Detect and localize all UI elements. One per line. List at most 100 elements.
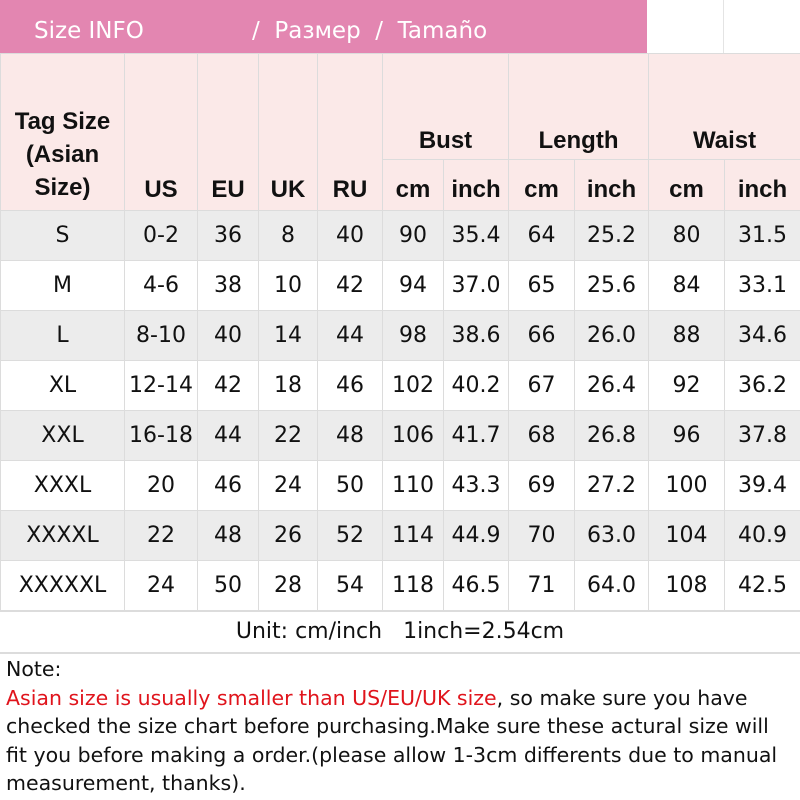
- table-cell: 36: [197, 210, 259, 261]
- table-cell: 18: [258, 360, 318, 411]
- table-cell: 35.4: [443, 210, 509, 261]
- table-cell: 114: [382, 510, 444, 561]
- table-cell: M: [0, 260, 125, 311]
- header-bust: Bust: [382, 53, 509, 160]
- table-cell: 31.5: [724, 210, 800, 261]
- table-cell: 64.0: [573, 560, 650, 611]
- table-row: XL 12-14 42 18 46 102 40.2 67 26.4 92 36.2: [0, 360, 800, 411]
- table-cell: 8-10: [124, 310, 198, 361]
- table-cell: 46: [317, 360, 383, 411]
- table-cell: 26.4: [573, 360, 650, 411]
- table-cell: 44: [317, 310, 383, 361]
- table-cell: 33.1: [724, 260, 800, 311]
- table-cell: 48: [197, 510, 259, 561]
- divider: [723, 0, 724, 53]
- table-cell: 71: [508, 560, 575, 611]
- header-ru: RU: [317, 53, 383, 211]
- table-cell: 44.9: [443, 510, 509, 561]
- table-cell: 52: [317, 510, 383, 561]
- header-uk: UK: [258, 53, 318, 211]
- size-table: Tag Size (Asian Size) US EU UK RU Bust L…: [0, 53, 800, 611]
- table-row: S 0-2 36 8 40 90 35.4 64 25.2 80 31.5: [0, 210, 800, 261]
- table-cell: 98: [382, 310, 444, 361]
- table-cell: L: [0, 310, 125, 361]
- header-waist: Waist: [648, 53, 800, 160]
- note-highlight: Asian size is usually smaller than US/EU…: [6, 685, 497, 710]
- table-cell: 43.3: [443, 460, 509, 511]
- table-cell: 68: [508, 410, 575, 461]
- table-cell: 100: [648, 460, 726, 511]
- unit-info: Unit: cm/inch 1inch=2.54cm: [0, 611, 800, 654]
- note: Note: Asian size is usually smaller than…: [6, 655, 796, 798]
- title-background: [0, 0, 647, 53]
- table-row: XXXXXL 24 50 28 54 118 46.5 71 64.0 108 42.5: [0, 560, 800, 611]
- table-cell: XXXXL: [0, 510, 125, 561]
- table-cell: 16-18: [124, 410, 198, 461]
- header-length-inch: inch: [573, 159, 650, 211]
- table-cell: 44: [197, 410, 259, 461]
- table-cell: 10: [258, 260, 318, 311]
- table-row: XXL 16-18 44 22 48 106 41.7 68 26.8 96 37.8: [0, 410, 800, 461]
- table-row: XXXXL 22 48 26 52 114 44.9 70 63.0 104 40.9: [0, 510, 800, 561]
- table-cell: 37.8: [724, 410, 800, 461]
- table-cell: 36.2: [724, 360, 800, 411]
- table-cell: 25.6: [573, 260, 650, 311]
- table-row: L 8-10 40 14 44 98 38.6 66 26.0 88 34.6: [0, 310, 800, 361]
- table-cell: 106: [382, 410, 444, 461]
- table-cell: 80: [648, 210, 726, 261]
- header-eu: EU: [197, 53, 259, 211]
- table-cell: 22: [124, 510, 198, 561]
- table-cell: 38.6: [443, 310, 509, 361]
- table-cell: XL: [0, 360, 125, 411]
- table-cell: 40.9: [724, 510, 800, 561]
- header-bust-inch: inch: [443, 159, 509, 211]
- table-cell: XXL: [0, 410, 125, 461]
- table-cell: 90: [382, 210, 444, 261]
- size-rows: S 0-2 36 8 40 90 35.4 64 25.2 80 31.5 M 4-6 38 10 42 94 3…: [0, 210, 800, 611]
- table-row: XXXL 20 46 24 50 110 43.3 69 27.2 100 39.4: [0, 460, 800, 511]
- header-length-cm: cm: [508, 159, 575, 211]
- table-cell: 42: [317, 260, 383, 311]
- table-cell: 25.2: [573, 210, 650, 261]
- table-cell: 118: [382, 560, 444, 611]
- title-english: Size INFO: [34, 18, 144, 44]
- table-cell: 4-6: [124, 260, 198, 311]
- table-cell: 50: [197, 560, 259, 611]
- table-cell: 14: [258, 310, 318, 361]
- header-length: Length: [507, 53, 650, 160]
- table-cell: 20: [124, 460, 198, 511]
- table-cell: 46.5: [443, 560, 509, 611]
- table-cell: 65: [508, 260, 575, 311]
- table-cell: 28: [258, 560, 318, 611]
- table-cell: 26: [258, 510, 318, 561]
- table-cell: 26.0: [573, 310, 650, 361]
- table-cell: 26.8: [573, 410, 650, 461]
- table-cell: 67: [508, 360, 575, 411]
- table-cell: 88: [648, 310, 726, 361]
- table-cell: XXXXXL: [0, 560, 125, 611]
- table-cell: 12-14: [124, 360, 198, 411]
- table-cell: 104: [648, 510, 726, 561]
- table-cell: S: [0, 210, 125, 261]
- table-cell: 92: [648, 360, 726, 411]
- table-cell: 24: [258, 460, 318, 511]
- table-cell: 24: [124, 560, 198, 611]
- table-cell: 42: [197, 360, 259, 411]
- header-waist-inch: inch: [724, 159, 800, 211]
- table-cell: 54: [317, 560, 383, 611]
- table-cell: 40.2: [443, 360, 509, 411]
- header-waist-cm: cm: [648, 159, 726, 211]
- table-cell: 70: [508, 510, 575, 561]
- table-cell: 40: [197, 310, 259, 361]
- table-cell: 34.6: [724, 310, 800, 361]
- table-cell: 8: [258, 210, 318, 261]
- table-cell: 66: [508, 310, 575, 361]
- header-tag-size: Tag Size (Asian Size): [0, 53, 125, 211]
- table-cell: 64: [508, 210, 575, 261]
- table-cell: 84: [648, 260, 726, 311]
- table-cell: 69: [508, 460, 575, 511]
- header-us: US: [124, 53, 198, 211]
- note-rest: , so make sure you have checked the size…: [6, 685, 778, 796]
- title-bar: Size INFO / Размер / Tamaño: [0, 0, 800, 53]
- table-cell: 41.7: [443, 410, 509, 461]
